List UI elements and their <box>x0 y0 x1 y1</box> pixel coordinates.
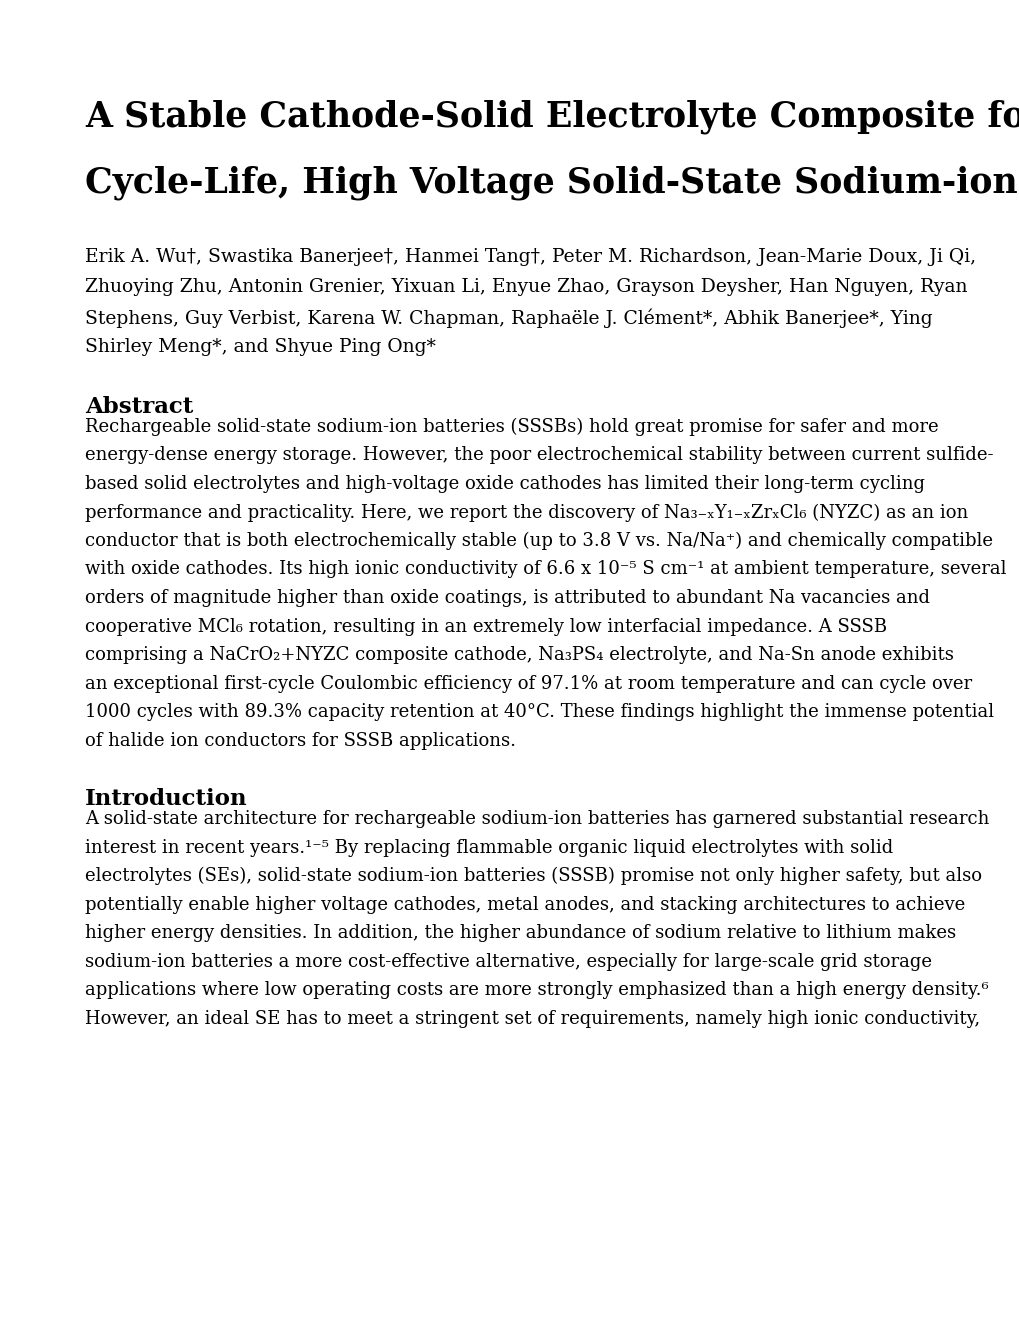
Text: Introduction: Introduction <box>85 788 248 810</box>
Text: However, an ideal SE has to meet a stringent set of requirements, namely high io: However, an ideal SE has to meet a strin… <box>85 1010 979 1027</box>
Text: Stephens, Guy Verbist, Karena W. Chapman, Raphaële J. Clément*, Abhik Banerjee*,: Stephens, Guy Verbist, Karena W. Chapman… <box>85 308 931 327</box>
Text: A Stable Cathode-Solid Electrolyte Composite for Long-: A Stable Cathode-Solid Electrolyte Compo… <box>85 100 1019 135</box>
Text: of halide ion conductors for SSSB applications.: of halide ion conductors for SSSB applic… <box>85 731 516 750</box>
Text: interest in recent years.¹⁻⁵ By replacing flammable organic liquid electrolytes : interest in recent years.¹⁻⁵ By replacin… <box>85 838 893 857</box>
Text: cooperative MCl₆ rotation, resulting in an extremely low interfacial impedance. : cooperative MCl₆ rotation, resulting in … <box>85 618 887 635</box>
Text: an exceptional first-cycle Coulombic efficiency of 97.1% at room temperature and: an exceptional first-cycle Coulombic eff… <box>85 675 971 693</box>
Text: comprising a NaCrO₂+NYZC composite cathode, Na₃PS₄ electrolyte, and Na-Sn anode : comprising a NaCrO₂+NYZC composite catho… <box>85 645 953 664</box>
Text: 1000 cycles with 89.3% capacity retention at 40°C. These findings highlight the : 1000 cycles with 89.3% capacity retentio… <box>85 704 994 721</box>
Text: conductor that is both electrochemically stable (up to 3.8 V vs. Na/Na⁺) and che: conductor that is both electrochemically… <box>85 532 993 550</box>
Text: electrolytes (SEs), solid-state sodium-ion batteries (SSSB) promise not only hig: electrolytes (SEs), solid-state sodium-i… <box>85 867 981 886</box>
Text: Shirley Meng*, and Shyue Ping Ong*: Shirley Meng*, and Shyue Ping Ong* <box>85 338 435 356</box>
Text: Abstract: Abstract <box>85 396 193 418</box>
Text: orders of magnitude higher than oxide coatings, is attributed to abundant Na vac: orders of magnitude higher than oxide co… <box>85 589 929 607</box>
Text: Cycle-Life, High Voltage Solid-State Sodium-ion Batteries: Cycle-Life, High Voltage Solid-State Sod… <box>85 165 1019 199</box>
Text: sodium-ion batteries a more cost-effective alternative, especially for large-sca: sodium-ion batteries a more cost-effecti… <box>85 953 931 970</box>
Text: based solid electrolytes and high-voltage oxide cathodes has limited their long-: based solid electrolytes and high-voltag… <box>85 475 924 492</box>
Text: applications where low operating costs are more strongly emphasized than a high : applications where low operating costs a… <box>85 981 987 999</box>
Text: A solid-state architecture for rechargeable sodium-ion batteries has garnered su: A solid-state architecture for rechargea… <box>85 810 988 828</box>
Text: performance and practicality. Here, we report the discovery of Na₃₋ₓY₁₋ₓZrₓCl₆ (: performance and practicality. Here, we r… <box>85 503 967 521</box>
Text: Rechargeable solid-state sodium-ion batteries (SSSBs) hold great promise for saf: Rechargeable solid-state sodium-ion batt… <box>85 418 937 436</box>
Text: Erik A. Wu†, Swastika Banerjee†, Hanmei Tang†, Peter M. Richardson, Jean-Marie D: Erik A. Wu†, Swastika Banerjee†, Hanmei … <box>85 248 975 267</box>
Text: energy-dense energy storage. However, the poor electrochemical stability between: energy-dense energy storage. However, th… <box>85 446 993 465</box>
Text: with oxide cathodes. Its high ionic conductivity of 6.6 x 10⁻⁵ S cm⁻¹ at ambient: with oxide cathodes. Its high ionic cond… <box>85 561 1006 578</box>
Text: Zhuoying Zhu, Antonin Grenier, Yixuan Li, Enyue Zhao, Grayson Deysher, Han Nguye: Zhuoying Zhu, Antonin Grenier, Yixuan Li… <box>85 279 967 296</box>
Text: higher energy densities. In addition, the higher abundance of sodium relative to: higher energy densities. In addition, th… <box>85 924 955 942</box>
Text: potentially enable higher voltage cathodes, metal anodes, and stacking architect: potentially enable higher voltage cathod… <box>85 895 964 913</box>
